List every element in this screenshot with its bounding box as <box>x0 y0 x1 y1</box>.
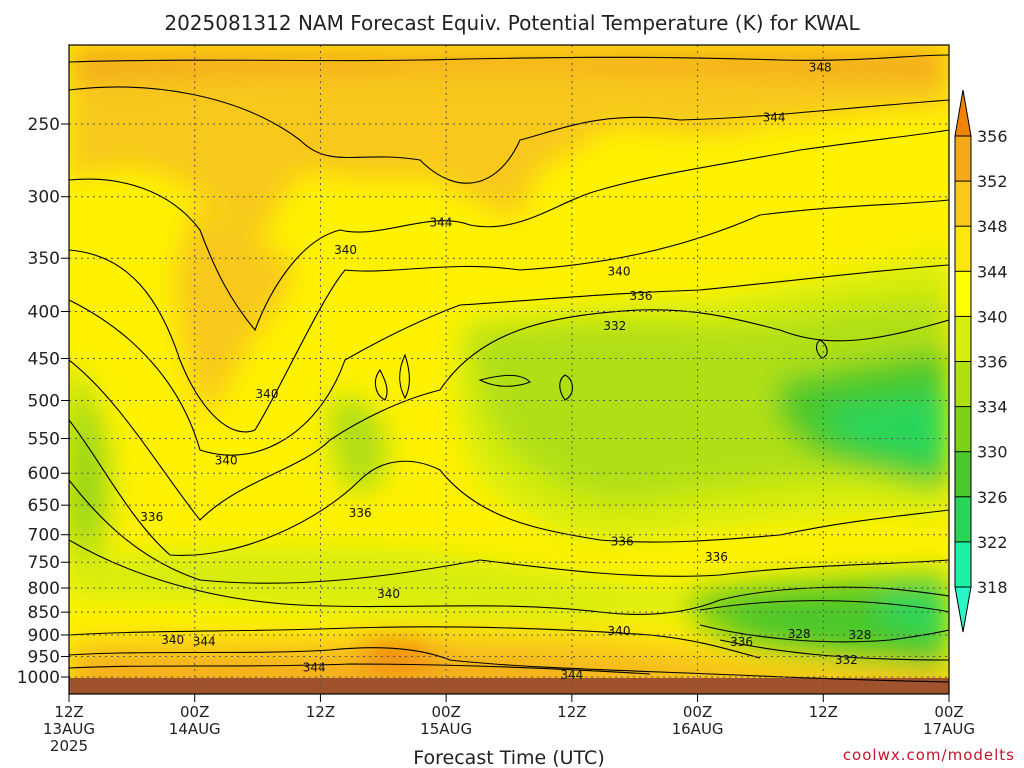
x-tick-label-0-0: 12Z <box>54 703 83 721</box>
colorbar-top-arrow <box>954 89 972 137</box>
contour-label-10: 336 <box>349 506 372 520</box>
colorbar: 356 352 348 344 340 336 334 330 326 322 318 <box>954 89 1008 633</box>
y-axis: 250 300 350 400 450 500 550 600 650 700 750 800 850 9… <box>17 115 69 688</box>
y-tick-label-5: 500 <box>28 392 60 412</box>
contour-label-5: 336 <box>630 289 653 303</box>
contour-label-20: 332 <box>835 653 858 667</box>
contour-label-18: 328 <box>848 628 871 642</box>
y-tick-label-4: 450 <box>28 349 60 369</box>
contour-label-0: 348 <box>809 61 832 75</box>
plot-frame <box>68 44 950 695</box>
colorbar-label-2: 348 <box>977 217 1008 236</box>
contour-label-11: 336 <box>611 535 634 549</box>
x-tick-label-3-0: 00Z <box>431 703 460 721</box>
contour-lines <box>69 54 949 683</box>
colorbar-label-6: 334 <box>977 398 1008 417</box>
colorbar-segment-3 <box>955 271 971 317</box>
x-tick-label-2-0: 12Z <box>306 703 335 721</box>
y-tick-label-15: 1000 <box>17 668 60 688</box>
x-tick-label-7-1: 17AUG <box>923 720 975 738</box>
contour-label-8: 340 <box>215 453 238 467</box>
contour-label-7: 340 <box>256 387 279 401</box>
colorbar-segment-9 <box>955 541 971 587</box>
colorbar-segment-4 <box>955 316 971 362</box>
contour-label-6: 332 <box>603 319 626 333</box>
contour-label-17: 328 <box>788 627 811 641</box>
x-tick-label-0-1: 13AUG <box>43 720 95 738</box>
colorbar-label-9: 322 <box>977 533 1008 552</box>
x-tick-label-4-0: 12Z <box>557 703 586 721</box>
contour-label-9: 336 <box>140 510 163 524</box>
x-tick-label-5-0: 00Z <box>683 703 712 721</box>
x-tick-label-1-0: 00Z <box>180 703 209 721</box>
y-tick-label-8: 650 <box>28 496 60 516</box>
colorbar-segment-2 <box>955 226 971 272</box>
y-tick-label-12: 850 <box>28 603 60 623</box>
colorbar-label-1: 352 <box>977 172 1008 191</box>
temperature-field <box>69 45 949 694</box>
y-tick-label-9: 700 <box>28 526 60 546</box>
x-tick-label-1-1: 14AUG <box>169 720 221 738</box>
colorbar-label-8: 326 <box>977 488 1008 507</box>
credit-text: coolwx.com/modelts <box>843 746 1015 764</box>
contour-labels: 348 344 344 340 340 336 332 340 340 336 336 336 336 3… <box>140 61 871 682</box>
colorbar-segment-5 <box>955 361 971 407</box>
colorbar-bottom-arrow <box>954 586 972 633</box>
colorbar-label-0: 356 <box>977 127 1008 146</box>
x-tick-label-7-0: 00Z <box>934 703 963 721</box>
colorbar-label-3: 344 <box>977 262 1008 281</box>
x-axis-label: Forecast Time (UTC) <box>413 747 604 768</box>
x-tick-label-3-1: 15AUG <box>420 720 472 738</box>
y-tick-label-13: 900 <box>28 626 60 646</box>
y-tick-label-6: 550 <box>28 430 60 450</box>
colorbar-segment-7 <box>955 451 971 497</box>
contour-label-16: 340 <box>608 624 631 638</box>
contour-label-13: 340 <box>377 587 400 601</box>
y-tick-label-7: 600 <box>28 464 60 484</box>
colorbar-label-7: 330 <box>977 443 1008 462</box>
y-tick-label-3: 400 <box>28 302 60 322</box>
y-tick-label-10: 750 <box>28 553 60 573</box>
colorbar-segment-0 <box>955 136 971 182</box>
colorbar-segment-8 <box>955 496 971 542</box>
contour-label-21: 344 <box>303 661 326 675</box>
contour-label-19: 336 <box>730 635 753 649</box>
contour-label-1: 344 <box>763 111 786 125</box>
y-tick-label-0: 250 <box>28 115 60 135</box>
colorbar-segment-6 <box>955 406 971 452</box>
contour-label-3: 340 <box>334 243 357 257</box>
colorbar-segment-1 <box>955 181 971 227</box>
y-tick-label-1: 300 <box>28 188 60 208</box>
y-tick-label-2: 350 <box>28 249 60 269</box>
y-tick-label-14: 950 <box>28 648 60 668</box>
x-tick-label-5-1: 16AUG <box>672 720 724 738</box>
contour-label-4: 340 <box>608 265 631 279</box>
colorbar-label-5: 336 <box>977 353 1008 372</box>
y-tick-label-11: 800 <box>28 579 60 599</box>
contour-label-15: 344 <box>193 635 216 649</box>
contour-label-12: 336 <box>705 550 728 564</box>
contour-label-22: 344 <box>560 668 583 682</box>
colorbar-label-4: 340 <box>977 307 1008 326</box>
x-tick-label-6-0: 12Z <box>809 703 838 721</box>
chart-title: 2025081312 NAM Forecast Equiv. Potential… <box>164 11 860 35</box>
colorbar-label-10: 318 <box>977 578 1008 597</box>
contour-label-14: 340 <box>161 633 184 647</box>
x-tick-label-0-2: 2025 <box>50 737 88 755</box>
contour-label-2: 344 <box>429 215 452 229</box>
